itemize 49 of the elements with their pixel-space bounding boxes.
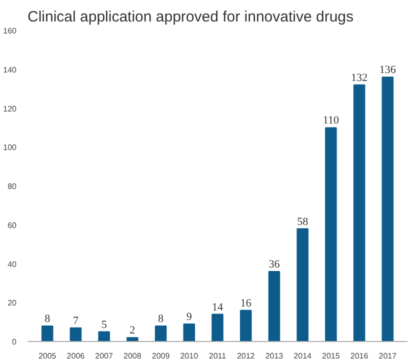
- data-label: 8: [158, 312, 164, 325]
- x-tick-label: 2016: [350, 352, 369, 360]
- data-label: 8: [44, 312, 51, 325]
- data-label: 58: [297, 216, 309, 228]
- y-tick-label: 40: [8, 260, 18, 269]
- data-label: 2: [130, 324, 136, 337]
- chart-title: Clinical application approved for innovative drugs: [28, 8, 354, 26]
- bar: [41, 325, 54, 342]
- bar: [212, 314, 224, 342]
- bar: [325, 127, 337, 342]
- x-tick-label: 2011: [208, 352, 227, 360]
- bar: [353, 84, 366, 342]
- data-label: 16: [240, 297, 252, 310]
- x-tick-label: 2014: [294, 352, 312, 360]
- bar: [183, 324, 196, 342]
- x-tick-label: 2005: [38, 352, 57, 360]
- bar: [126, 337, 138, 342]
- data-label: 110: [322, 114, 340, 127]
- bar: [382, 76, 394, 342]
- y-tick-label: 20: [8, 298, 18, 308]
- x-tick-label: 2008: [124, 352, 142, 360]
- y-tick-label: 100: [3, 143, 18, 152]
- data-label: 7: [72, 314, 79, 327]
- bar: [154, 325, 167, 342]
- data-label: 5: [101, 318, 108, 331]
- y-tick-label: 140: [3, 65, 18, 74]
- y-tick-label: 160: [3, 26, 18, 36]
- x-tick-label: 2010: [180, 352, 199, 360]
- x-tick-label: 2009: [152, 352, 170, 360]
- data-label: 136: [379, 64, 396, 76]
- bar: [240, 310, 252, 342]
- y-tick-label: 120: [3, 104, 18, 114]
- data-label: 132: [351, 72, 368, 84]
- data-label: 14: [212, 301, 224, 314]
- bar: [296, 228, 308, 342]
- y-tick-label: 0: [12, 338, 18, 346]
- bar: [70, 327, 82, 342]
- y-tick-label: 80: [8, 182, 18, 191]
- y-tick-label: 60: [8, 220, 18, 230]
- data-label: 9: [186, 311, 192, 324]
- bar: [98, 331, 110, 342]
- x-tick-label: 2007: [95, 352, 114, 360]
- x-tick-label: 2013: [265, 352, 284, 360]
- x-tick-label: 2006: [66, 352, 86, 360]
- x-tick-label: 2017: [378, 352, 398, 360]
- x-tick-label: 2012: [236, 352, 256, 360]
- data-label: 36: [268, 258, 280, 271]
- bar: [268, 271, 280, 342]
- x-tick-label: 2015: [322, 352, 340, 360]
